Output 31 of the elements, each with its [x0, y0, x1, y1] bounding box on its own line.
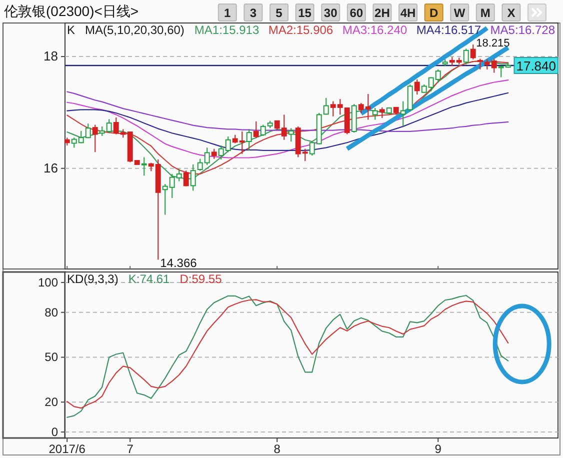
- y-tick-label: 16: [44, 160, 58, 176]
- button: 2H: [372, 4, 392, 22]
- button: M: [476, 4, 495, 22]
- y-tick-label: 100: [38, 275, 58, 290]
- x-tick-label: 8: [274, 442, 281, 456]
- legend: K:74.61 D:59.55: [128, 272, 222, 286]
- button: 30: [321, 4, 340, 22]
- y-tick-label: 50: [44, 350, 58, 364]
- button: W: [450, 4, 470, 22]
- button: 3: [244, 4, 263, 22]
- x-tick-label: 9: [434, 442, 442, 456]
- y-tick-label: 20: [44, 395, 58, 410]
- button: 60: [346, 4, 366, 22]
- annotation: 18.215: [476, 38, 510, 50]
- button: 5: [270, 4, 288, 22]
- annotation: MA(5,10,20,30,60): [85, 23, 184, 37]
- y-tick-label: 0: [51, 425, 58, 440]
- x-tick-label: 2017/6: [48, 442, 86, 456]
- annotation: K: [67, 23, 76, 37]
- annotation: 14.366: [160, 256, 198, 270]
- button: 1: [218, 4, 237, 22]
- button: 15: [295, 4, 314, 22]
- x-tick-label: 7: [126, 442, 134, 456]
- button: D: [424, 4, 444, 22]
- annotation: KD(9,3,3): [67, 272, 118, 286]
- button: 4H: [398, 4, 418, 22]
- legend: MA1:15.913 MA2:15.906 MA3:16.240 MA4:16.517 MA5:16.728: [194, 23, 555, 37]
- button: X: [502, 4, 521, 22]
- chart-title: 伦敦银(02300)<日线>: [4, 3, 139, 19]
- y-tick-label: 18: [44, 48, 58, 64]
- y-tick-label: 80: [44, 305, 58, 320]
